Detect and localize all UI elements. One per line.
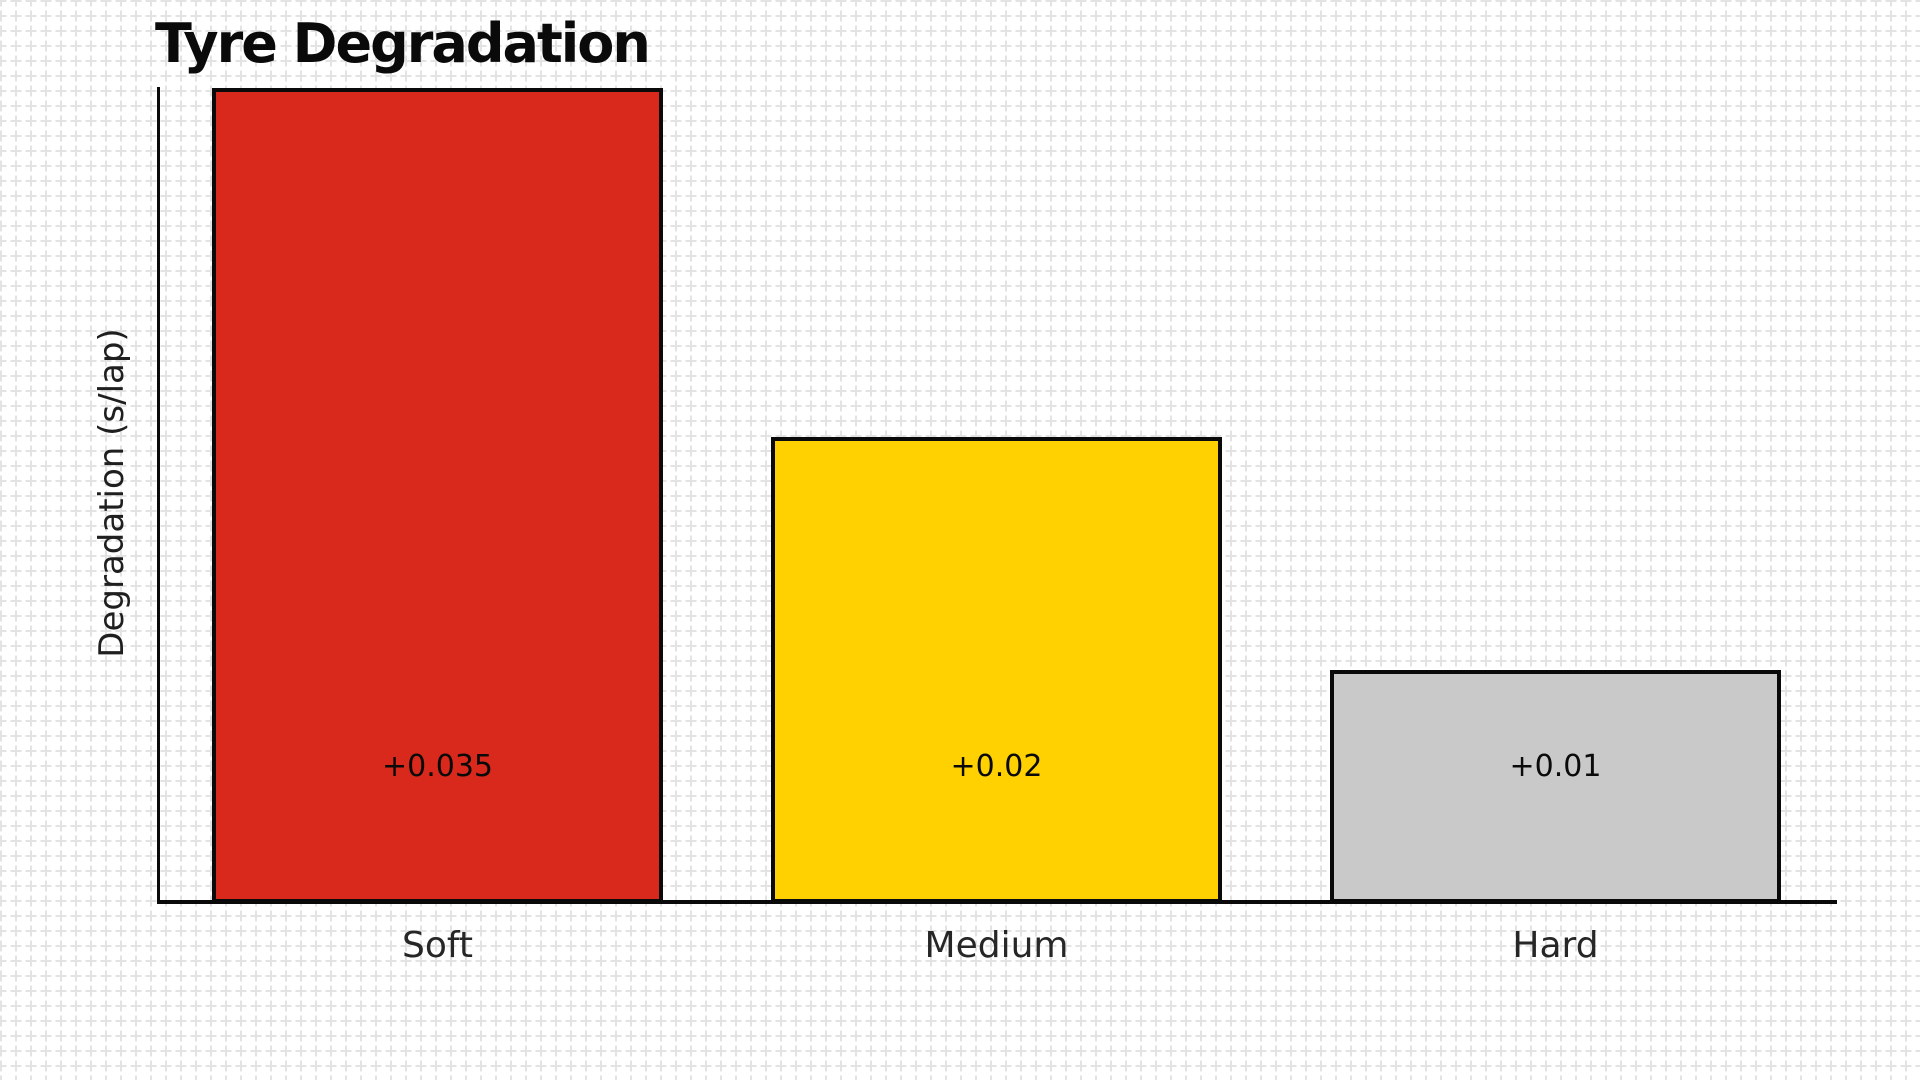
bar-hard: +0.01	[1330, 670, 1781, 903]
chart-title: Tyre Degradation	[155, 12, 651, 75]
bar-value-label-hard: +0.01	[1509, 749, 1602, 784]
x-tick-label-soft: Soft	[401, 925, 474, 966]
x-axis-line	[157, 900, 1837, 904]
y-axis-label: Degradation (s/lap)	[92, 328, 132, 658]
x-tick-label-hard: Hard	[1512, 925, 1599, 966]
bar-value-label-medium: +0.02	[950, 749, 1043, 784]
y-axis-line	[157, 87, 160, 904]
bar-value-label-soft: +0.035	[381, 749, 494, 784]
x-tick-label-medium: Medium	[924, 925, 1069, 966]
bar-medium: +0.02	[771, 437, 1222, 903]
bar-soft: +0.035	[212, 88, 663, 903]
